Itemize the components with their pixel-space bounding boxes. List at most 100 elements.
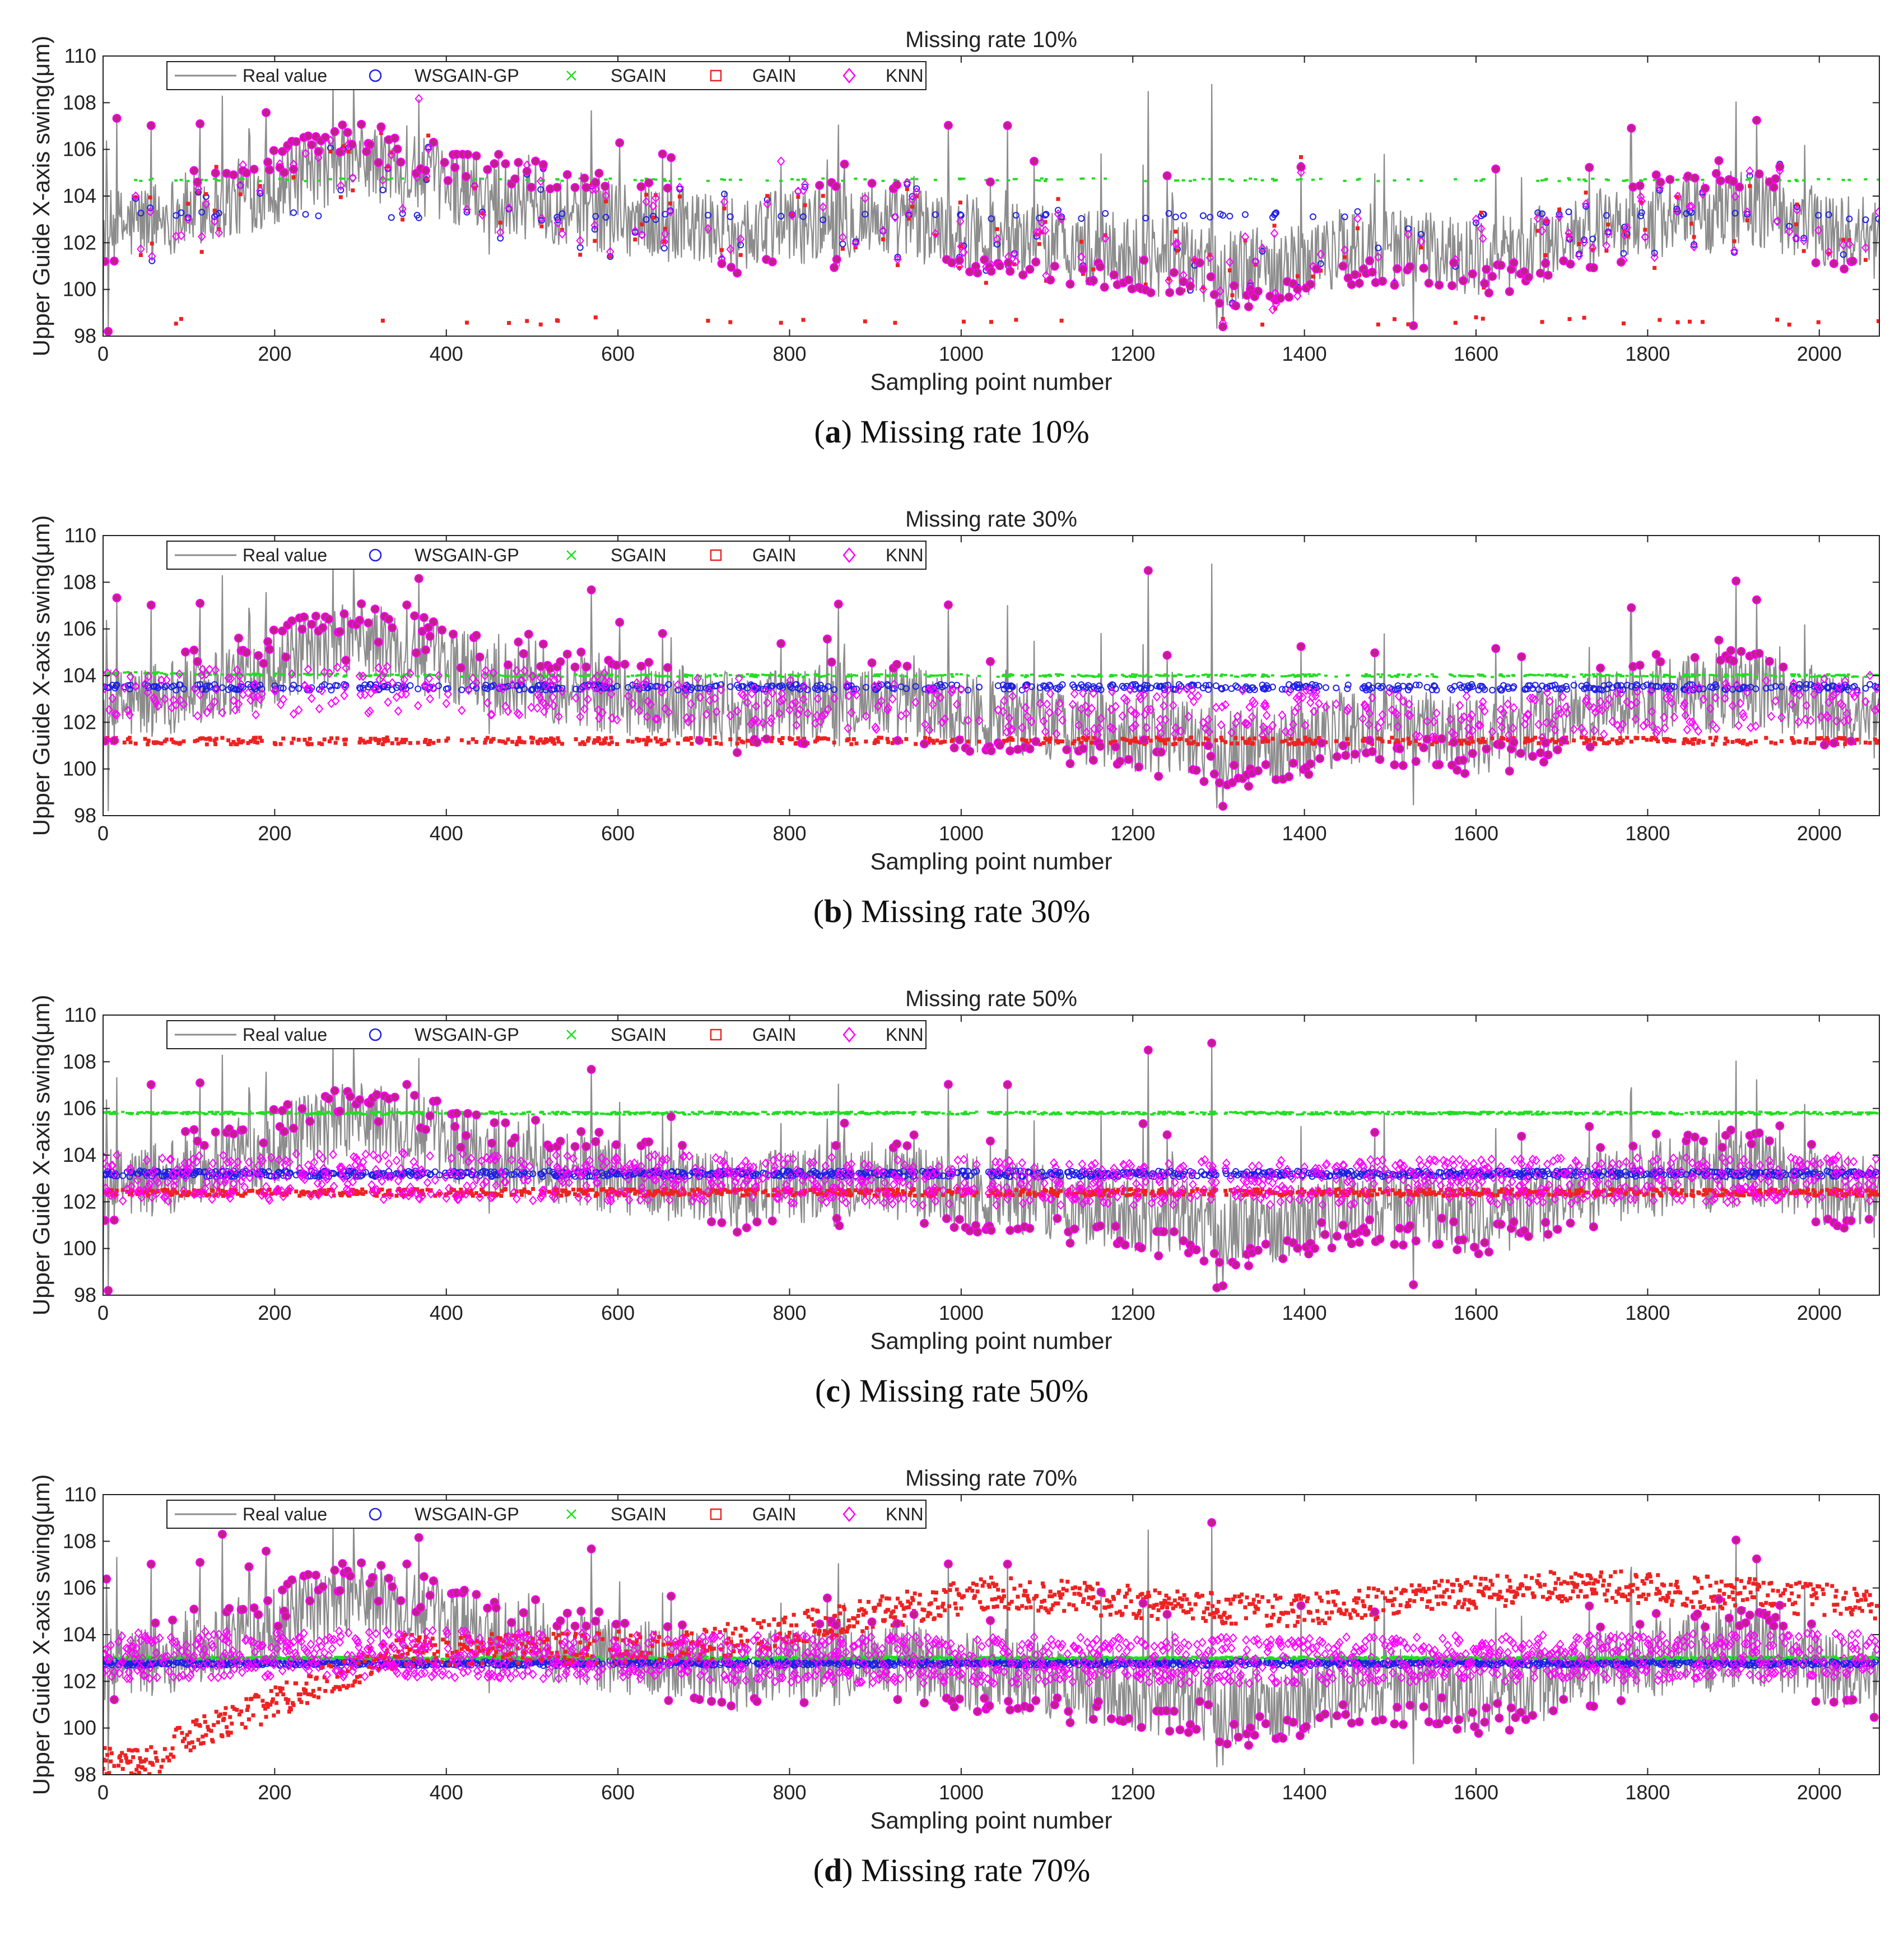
gain-point (1079, 741, 1083, 745)
gain-point (341, 144, 346, 148)
gain-point (328, 149, 333, 153)
knn-point (1542, 216, 1551, 226)
real-value-point (1365, 736, 1375, 745)
knn-point (1474, 720, 1483, 730)
knn-point (925, 725, 934, 735)
knn-point (1340, 245, 1349, 255)
sgain-point (1005, 676, 1009, 678)
real-value-point (241, 168, 251, 178)
sgain-point (107, 1110, 111, 1113)
knn-point (800, 681, 808, 691)
knn-point (1399, 696, 1408, 706)
gain-point (1656, 739, 1660, 743)
sgain-point (1847, 179, 1851, 182)
real-value-point (193, 657, 202, 666)
real-value-point (1459, 756, 1468, 765)
sgain-point (1044, 178, 1048, 180)
wsgain-gp-point (1582, 685, 1590, 692)
sgain-point (1291, 673, 1295, 676)
sgain-point (416, 675, 420, 678)
sgain-point (226, 674, 230, 677)
sgain-point (1769, 674, 1773, 677)
knn-point (1839, 240, 1847, 250)
real-value-point (1306, 759, 1315, 769)
sgain-point (932, 674, 935, 677)
knn-point (1132, 709, 1140, 719)
knn-point (1147, 705, 1155, 715)
real-value-point (1701, 184, 1710, 193)
x-tick-label: 800 (772, 342, 806, 365)
sgain-point (1109, 673, 1113, 676)
sgain-point (318, 1111, 322, 1114)
knn-point (1562, 702, 1571, 712)
knn-point (1388, 705, 1396, 715)
knn-point (1792, 232, 1800, 243)
wsgain-gp-point (290, 209, 297, 216)
gain-point (428, 739, 432, 743)
real-value-point (955, 735, 964, 745)
knn-point (666, 207, 674, 217)
knn-point (1533, 213, 1542, 224)
y-tick-label: 98 (74, 324, 96, 347)
sgain-point (1491, 676, 1495, 678)
gain-point (1079, 239, 1083, 244)
knn-point (1789, 678, 1798, 688)
gain-point (707, 742, 712, 746)
gain-point (174, 322, 178, 326)
sgain-point (427, 674, 431, 677)
knn-point (635, 705, 644, 716)
sgain-point (1129, 675, 1133, 678)
gain-point (790, 212, 794, 217)
real-value-point (1143, 566, 1153, 575)
gain-point (1834, 737, 1838, 742)
gain-point (597, 737, 601, 741)
knn-point (1004, 722, 1013, 732)
gain-point (1143, 282, 1148, 287)
sgain-point (232, 1113, 236, 1116)
wsgain-gp-point (173, 212, 180, 219)
real-value-point (229, 170, 238, 180)
gain-point (595, 739, 599, 743)
knn-point (1618, 719, 1627, 729)
sgain-point (646, 673, 650, 676)
sgain-point (1565, 673, 1569, 676)
knn-point (1171, 729, 1179, 739)
real-value-point (103, 257, 110, 266)
gain-point (1787, 322, 1791, 327)
gain-point (1206, 738, 1211, 742)
real-value-point (1338, 262, 1348, 271)
sgain-point (175, 1111, 179, 1114)
gain-point (735, 741, 739, 746)
knn-point (1258, 730, 1267, 741)
gain-point (1186, 741, 1191, 746)
gain-point (255, 741, 260, 745)
gain-point (1390, 736, 1394, 740)
sgain-point (179, 179, 183, 182)
real-value-point (1367, 267, 1377, 277)
sgain-point (131, 1112, 134, 1115)
sgain-point (467, 674, 471, 677)
gain-point (1697, 738, 1701, 743)
sgain-point (1081, 675, 1085, 678)
gain-point (248, 739, 253, 743)
wsgain-gp-point (727, 213, 734, 220)
knn-point (1415, 731, 1424, 741)
wsgain-gp-point (1222, 684, 1229, 691)
knn-point (398, 682, 407, 692)
x-tick-label: 1800 (1625, 822, 1670, 845)
knn-point (862, 711, 870, 722)
real-value-point (109, 736, 119, 745)
gain-point (663, 741, 667, 746)
knn-point (1542, 718, 1551, 728)
sgain-point (753, 673, 757, 676)
gain-point (593, 738, 597, 742)
sgain-point (891, 674, 895, 677)
gain-point (849, 742, 854, 746)
gain-point (1579, 735, 1584, 739)
sgain-point (402, 673, 406, 676)
gain-point (1406, 737, 1410, 741)
gain-point (593, 239, 597, 243)
wsgain-gp-point (1559, 685, 1566, 692)
knn-point (1130, 708, 1139, 719)
sgain-point (1459, 674, 1463, 677)
